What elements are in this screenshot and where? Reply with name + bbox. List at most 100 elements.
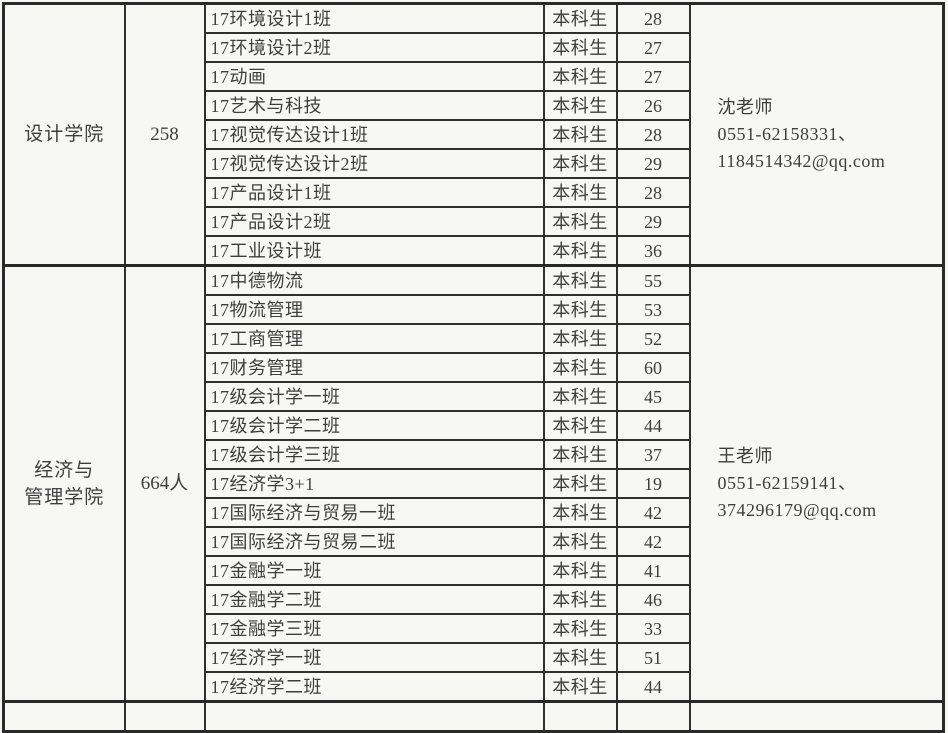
student-type-cell: 本科生	[542, 671, 618, 703]
student-count-cell: 44	[615, 410, 691, 441]
student-type-cell: 本科生	[542, 90, 618, 121]
student-count-cell: 27	[615, 61, 691, 92]
table-row: 17级会计学二班 本科生 44	[4, 410, 944, 441]
class-name-cell: 17经济学二班	[203, 671, 545, 703]
class-name-cell	[203, 700, 545, 733]
student-count-cell: 52	[615, 323, 691, 354]
table-row: 17艺术与科技 本科生 26	[4, 90, 944, 121]
student-type-cell: 本科生	[542, 264, 618, 296]
contact-cell	[688, 700, 945, 733]
student-count-cell: 27	[615, 32, 691, 63]
student-type-cell: 本科生	[542, 584, 618, 615]
table-row: 17工商管理 本科生 52	[4, 323, 944, 354]
table-row: 17金融学二班 本科生 46	[4, 584, 944, 615]
contact-teacher-name: 王老师	[717, 446, 773, 466]
class-name-cell: 17财务管理	[203, 352, 545, 383]
college-total-cell: 664人	[123, 264, 206, 703]
table-row: 17金融学一班 本科生 41	[4, 555, 944, 586]
student-type-cell: 本科生	[542, 206, 618, 237]
table-row: 17产品设计1班 本科生 28	[4, 177, 944, 208]
class-name-cell: 17产品设计2班	[203, 206, 545, 237]
student-count-cell: 29	[615, 148, 691, 179]
class-name-cell: 17国际经济与贸易二班	[203, 526, 545, 557]
student-type-cell: 本科生	[542, 468, 618, 499]
class-name-cell: 17级会计学一班	[203, 381, 545, 412]
table-row: 17物流管理 本科生 53	[4, 294, 944, 325]
class-name-cell: 17级会计学二班	[203, 410, 545, 441]
student-count-cell: 33	[615, 613, 691, 644]
student-count-cell: 42	[615, 526, 691, 557]
student-type-cell: 本科生	[542, 2, 618, 34]
table-row: 17国际经济与贸易一班 本科生 42	[4, 497, 944, 528]
student-count-cell: 42	[615, 497, 691, 528]
student-type-cell: 本科生	[542, 177, 618, 208]
table-row: 17经济学一班 本科生 51	[4, 642, 944, 673]
class-name-cell: 17金融学一班	[203, 555, 545, 586]
student-type-cell: 本科生	[542, 497, 618, 528]
table-row: 17环境设计2班 本科生 27	[4, 32, 944, 63]
student-count-cell: 46	[615, 584, 691, 615]
class-name-cell: 17级会计学三班	[203, 439, 545, 470]
student-type-cell: 本科生	[542, 294, 618, 325]
student-count-cell: 28	[615, 119, 691, 150]
college-total-cell	[123, 700, 206, 733]
student-type-cell: 本科生	[542, 61, 618, 92]
class-name-cell: 17视觉传达设计1班	[203, 119, 545, 150]
college-cell: 经济与 管理学院	[2, 264, 126, 703]
class-name-cell: 17动画	[203, 61, 545, 92]
student-type-cell: 本科生	[542, 323, 618, 354]
table-row: 17经济学二班 本科生 44	[4, 671, 944, 703]
student-count-cell: 41	[615, 555, 691, 586]
contact-phone: 0551-62159141、	[717, 473, 857, 493]
table-row: 设计学院 258 17环境设计1班 本科生 28 沈老师 0551-62158331、 118…	[2, 2, 945, 267]
student-type-cell	[542, 700, 618, 733]
class-name-cell: 17环境设计1班	[203, 2, 545, 34]
student-count-cell: 19	[615, 468, 691, 499]
class-name-cell: 17产品设计1班	[203, 177, 545, 208]
student-count-cell: 26	[615, 90, 691, 121]
class-name-cell: 17经济学3+1	[203, 468, 545, 499]
student-count-cell: 45	[615, 381, 691, 412]
student-type-cell: 本科生	[542, 410, 618, 441]
contact-phone: 0551-62158331、	[717, 124, 857, 144]
class-name-cell: 17工业设计班	[203, 235, 545, 267]
table-row: 17级会计学三班 本科生 37	[4, 439, 944, 470]
student-type-cell: 本科生	[542, 32, 618, 63]
student-count-cell: 60	[615, 352, 691, 383]
student-type-cell: 本科生	[542, 381, 618, 412]
student-type-cell: 本科生	[542, 352, 618, 383]
contact-email: 1184514342@qq.com	[717, 151, 886, 171]
college-cell	[2, 700, 126, 733]
table-row: 17经济学3+1 本科生 19	[4, 468, 944, 499]
college-name-line: 设计学院	[24, 124, 105, 145]
table-row: 17视觉传达设计1班 本科生 28	[4, 119, 944, 150]
contact-cell: 沈老师 0551-62158331、 1184514342@qq.com	[688, 2, 945, 267]
student-count-cell: 51	[615, 642, 691, 673]
college-total-cell: 258	[123, 2, 206, 267]
student-count-cell: 29	[615, 206, 691, 237]
student-type-cell: 本科生	[542, 235, 618, 267]
contact-cell: 王老师 0551-62159141、 374296179@qq.com	[688, 264, 945, 703]
student-count-cell: 44	[615, 671, 691, 703]
class-name-cell: 17金融学二班	[203, 584, 545, 615]
college-name-line: 经济与	[34, 459, 95, 481]
student-type-cell: 本科生	[542, 642, 618, 673]
student-count-cell: 28	[615, 177, 691, 208]
table-row: 17金融学三班 本科生 33	[4, 613, 944, 644]
student-type-cell: 本科生	[542, 119, 618, 150]
student-count-cell: 37	[615, 439, 691, 470]
table-row: 17产品设计2班 本科生 29	[4, 206, 944, 237]
class-name-cell: 17国际经济与贸易一班	[203, 497, 545, 528]
student-type-cell: 本科生	[542, 555, 618, 586]
class-name-cell: 17金融学三班	[203, 613, 545, 644]
student-count-cell	[615, 700, 691, 733]
student-count-cell: 53	[615, 294, 691, 325]
table-row: 17动画 本科生 27	[4, 61, 944, 92]
class-name-cell: 17中德物流	[203, 264, 545, 296]
student-type-cell: 本科生	[542, 613, 618, 644]
student-type-cell: 本科生	[542, 148, 618, 179]
